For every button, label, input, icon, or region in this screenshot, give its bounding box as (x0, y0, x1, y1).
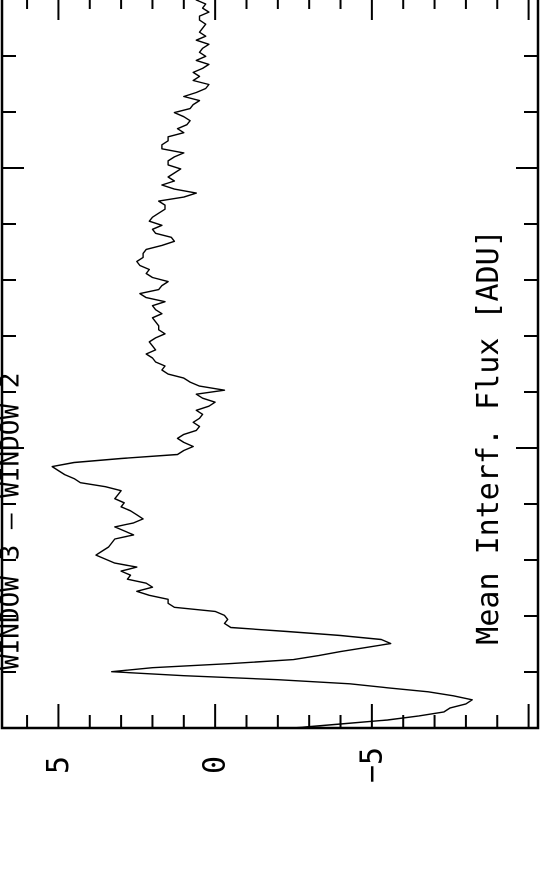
plot-frame (0, 0, 540, 730)
chart-title: WINDOW 3 – WINDOW 2 (0, 373, 25, 670)
y-tick-label: 5 (41, 756, 76, 774)
y-tick-label: 0 (198, 756, 233, 774)
series-line (51, 0, 473, 729)
y-tick-labels: −5 0 5 (41, 747, 389, 783)
axis-ticks (2, 0, 538, 729)
y-axis-label: Mean Interf. Flux [ADU] (471, 229, 506, 644)
y-tick-label: −5 (354, 747, 389, 783)
